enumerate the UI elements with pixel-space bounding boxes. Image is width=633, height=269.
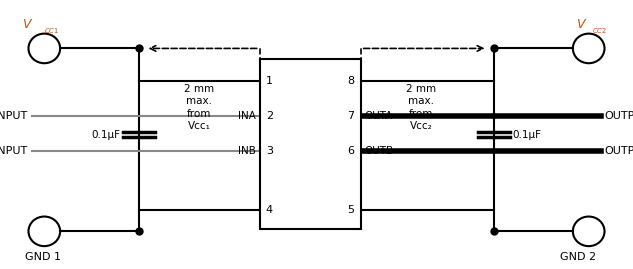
Text: 7: 7 — [348, 111, 354, 121]
Text: $_{CC2}$: $_{CC2}$ — [592, 26, 607, 36]
Text: OUTB: OUTB — [364, 146, 393, 156]
Text: 2: 2 — [266, 111, 273, 121]
Text: INPUT: INPUT — [0, 146, 28, 156]
Text: 5: 5 — [348, 205, 354, 215]
Text: 0.1μF: 0.1μF — [91, 129, 120, 140]
Text: 6: 6 — [348, 146, 354, 156]
Text: INPUT: INPUT — [0, 111, 28, 121]
Text: 3: 3 — [266, 146, 273, 156]
Text: OUTPUT: OUTPUT — [605, 111, 633, 121]
Text: 2 mm
max.
from
Vcc₁: 2 mm max. from Vcc₁ — [184, 84, 215, 131]
Text: $V$: $V$ — [22, 18, 34, 31]
Text: 1: 1 — [266, 76, 273, 86]
Text: GND 2: GND 2 — [560, 252, 596, 261]
Text: 8: 8 — [348, 76, 354, 86]
Text: $_{CC1}$: $_{CC1}$ — [44, 26, 60, 36]
Text: INA: INA — [239, 111, 256, 121]
Text: $V$: $V$ — [576, 18, 587, 31]
Text: OUTA: OUTA — [364, 111, 392, 121]
Text: 0.1μF: 0.1μF — [513, 129, 542, 140]
Bar — [260, 59, 361, 229]
Text: 2 mm
max.
from
Vcc₂: 2 mm max. from Vcc₂ — [406, 84, 436, 131]
Text: 4: 4 — [266, 205, 273, 215]
Text: GND 1: GND 1 — [25, 252, 61, 261]
Text: INB: INB — [239, 146, 256, 156]
Text: OUTPUT: OUTPUT — [605, 146, 633, 156]
